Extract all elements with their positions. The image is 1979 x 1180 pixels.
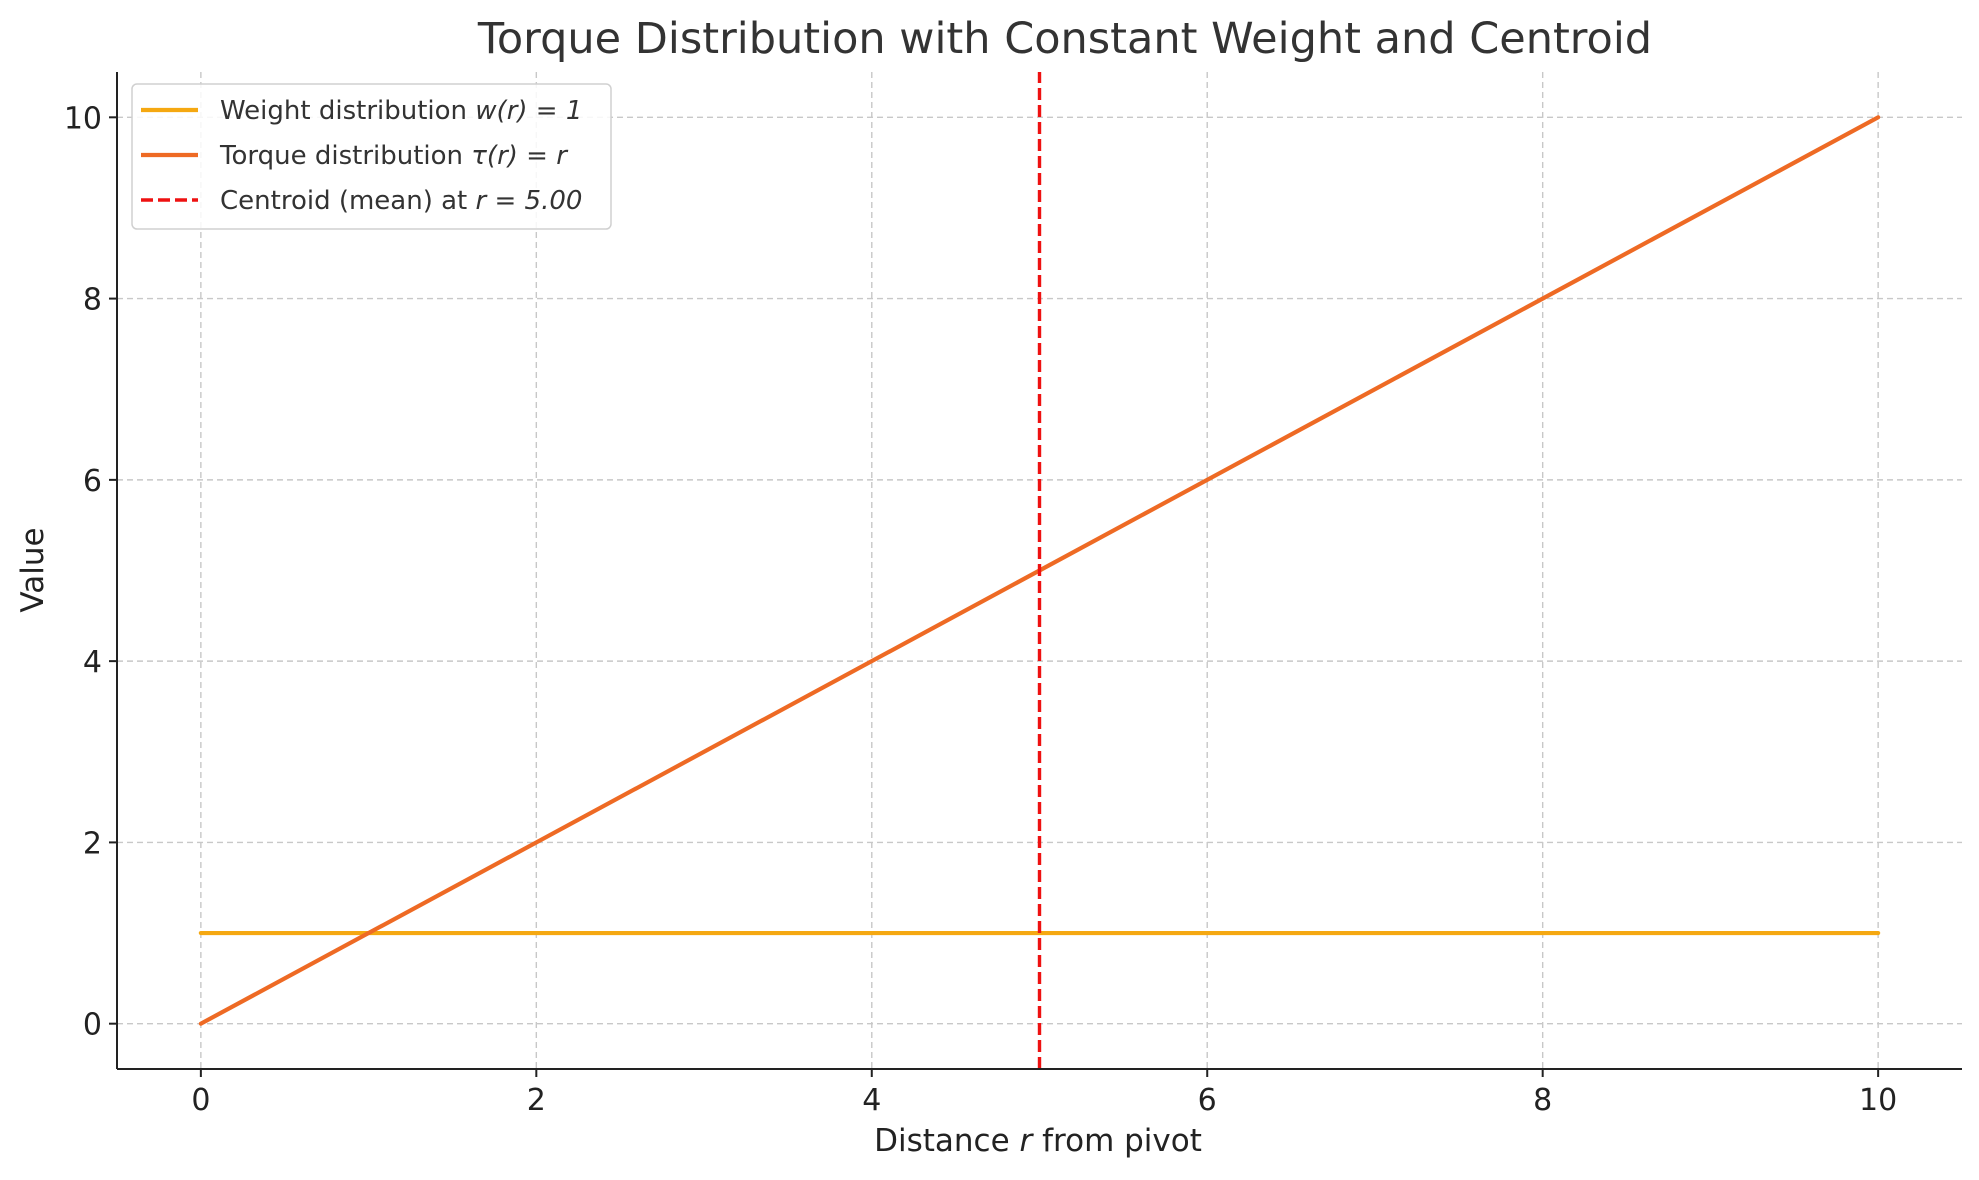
- legend-label-3: Centroid (mean) at r = 5.00: [220, 186, 582, 216]
- series-layer: [198, 72, 1881, 1069]
- x-tick-label: 2: [527, 1083, 546, 1118]
- x-tick-label: 4: [862, 1083, 881, 1118]
- labels: Torque Distribution with Constant Weight…: [15, 14, 1652, 1159]
- ticks: 0 2 4 6 8 10 0 2 4 6 8 10: [64, 101, 1897, 1118]
- y-axis-label: Value: [15, 527, 51, 612]
- x-tick-label: 6: [1198, 1083, 1217, 1118]
- y-tick-label: 0: [83, 1008, 102, 1043]
- y-tick-label: 10: [64, 101, 102, 136]
- y-tick-label: 6: [83, 464, 102, 499]
- legend: Weight distribution w(r) = 1 Torque distr…: [131, 83, 612, 230]
- x-tick-label: 8: [1533, 1083, 1552, 1118]
- axes: [116, 72, 1962, 1070]
- y-tick-label: 2: [83, 826, 102, 861]
- x-tick-label: 10: [1859, 1083, 1897, 1118]
- x-axis-label: Distance r from pivot: [874, 1123, 1202, 1159]
- chart-title: Torque Distribution with Constant Weight…: [477, 14, 1652, 64]
- legend-box: [131, 83, 612, 230]
- x-tick-label: 0: [191, 1083, 210, 1118]
- legend-label-1: Weight distribution w(r) = 1: [220, 96, 582, 126]
- y-tick-label: 8: [83, 283, 102, 318]
- legend-label-2: Torque distribution τ(r) = r: [219, 141, 569, 171]
- y-tick-label: 4: [83, 645, 102, 680]
